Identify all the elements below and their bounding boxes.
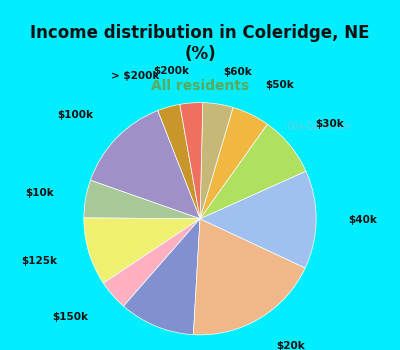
Text: > $200k: > $200k (112, 71, 160, 80)
Text: $50k: $50k (265, 80, 294, 90)
Wedge shape (84, 218, 200, 283)
Wedge shape (90, 111, 200, 219)
Text: $200k: $200k (153, 65, 189, 76)
Wedge shape (84, 180, 200, 219)
Text: City-Data.com: City-Data.com (286, 122, 351, 131)
Text: $30k: $30k (315, 119, 344, 130)
Wedge shape (200, 107, 267, 219)
Text: $20k: $20k (276, 341, 305, 350)
Text: $40k: $40k (349, 215, 378, 225)
Wedge shape (180, 103, 203, 219)
Wedge shape (200, 171, 316, 268)
Wedge shape (124, 219, 200, 335)
Wedge shape (193, 219, 305, 335)
Text: $125k: $125k (22, 256, 58, 266)
Text: Income distribution in Coleridge, NE
(%): Income distribution in Coleridge, NE (%) (30, 25, 370, 63)
Text: $100k: $100k (57, 111, 93, 120)
Text: $10k: $10k (25, 188, 54, 198)
Text: $60k: $60k (223, 67, 252, 77)
Wedge shape (200, 124, 306, 219)
Wedge shape (103, 219, 200, 306)
Text: $150k: $150k (52, 312, 88, 322)
Wedge shape (158, 104, 200, 219)
Text: All residents: All residents (151, 79, 249, 93)
Wedge shape (200, 103, 233, 219)
